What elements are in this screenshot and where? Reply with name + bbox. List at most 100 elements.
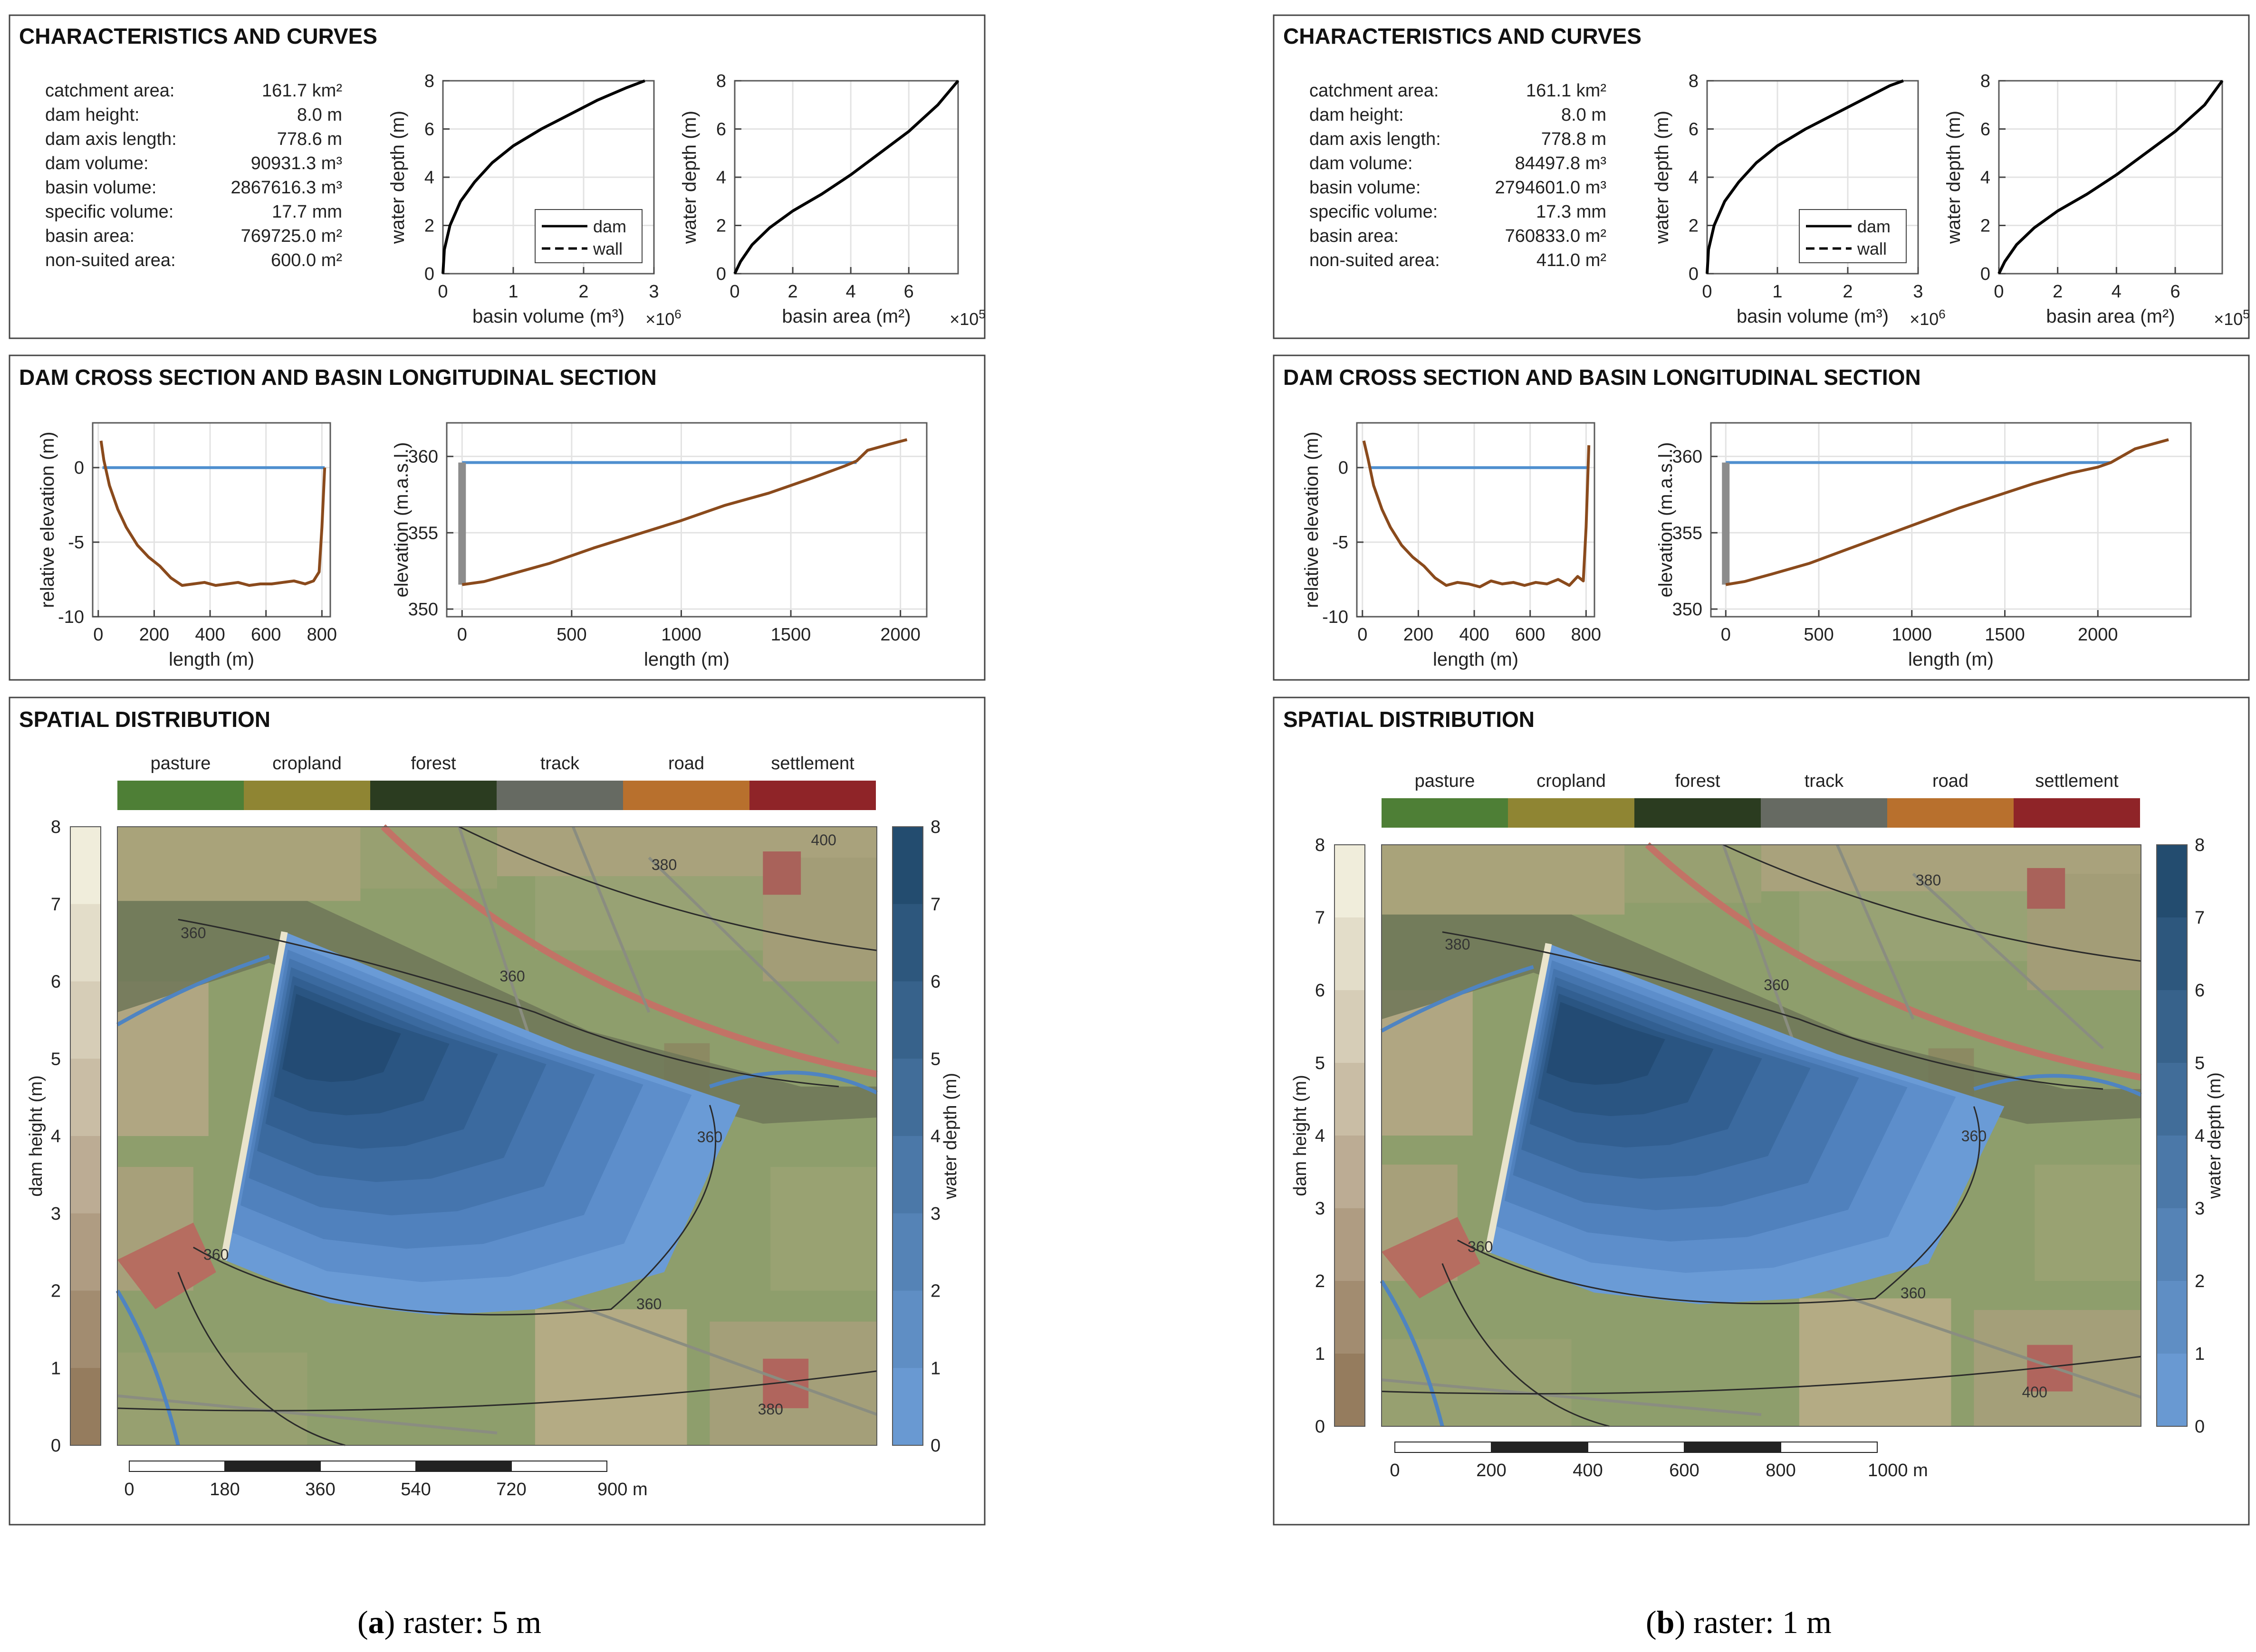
series-dam [442,79,645,274]
contour-label: 380 [1916,872,1941,889]
y-tick-label: 2 [716,216,726,236]
colorbar-dam-tick: 2 [51,1281,61,1301]
landuse-swatch-forest [370,781,497,810]
x-tick-label: 800 [1571,625,1601,645]
x-tick-label: 500 [557,625,586,645]
caption-b: (b) raster: 1 m [1646,1604,1832,1640]
stat-value: 778.6 m [277,129,342,149]
colorbar-dam-step [1334,917,1365,991]
colorbar-dam-tick: 8 [1315,835,1325,855]
plot-a-0 [442,79,655,275]
y-tick-label: 8 [1980,71,1990,91]
contour-label: 360 [203,1246,229,1263]
colorbar-depth-tick: 6 [2195,981,2205,1001]
road-line [1645,842,2142,1081]
y-tick-label: 6 [1980,120,1990,140]
contour-line [1457,1106,1981,1305]
scalebar-segment [129,1461,225,1472]
landuse-label: road [668,754,704,773]
x-tick-label: 2 [1843,282,1853,302]
scalebar-segment [1780,1442,1878,1453]
colorbar-depth-tick: 2 [931,1281,941,1301]
stat-value: 8.0 m [297,105,342,125]
section-title: SPATIAL DISTRIBUTION [1283,707,1535,732]
y-tick-label: 350 [1672,600,1702,620]
colorbar-dam-label: dam height (m) [1290,1075,1310,1196]
colorbar-depth-tick: 2 [2195,1271,2205,1291]
y-tick-label: 2 [424,216,434,236]
x-tick-label: 600 [251,625,281,645]
stat-value: 411.0 m² [1536,250,1606,270]
colorbar-depth-step [893,1290,923,1369]
colorbar-depth-tick: 5 [2195,1053,2205,1073]
colorbar-dam-tick: 6 [1315,981,1325,1001]
colorbar-dam-tick: 2 [1315,1271,1325,1291]
landuse-swatch-cropland [1508,798,1634,828]
colorbar-depth-frame [892,826,923,1446]
contour-line [1442,931,2103,1090]
scalebar-label: 0 [1390,1461,1400,1480]
caption-a: (a) raster: 5 m [357,1604,542,1640]
y-axis-label: relative elevation (m) [1301,431,1322,608]
water-depth-zone [282,993,401,1082]
road-line [381,824,878,1078]
colorbar-depth-step [893,904,923,982]
landuse-label: settlement [771,754,854,773]
section-title: CHARACTERISTICS AND CURVES [19,24,377,48]
y-tick-label: 0 [1689,264,1699,284]
colorbar-dam-tick: 6 [51,972,61,992]
colorbar-dam-step [1334,845,1365,918]
x-tick-label: 0 [730,282,739,302]
stat-label: basin area: [1309,226,1399,246]
contour-line [178,918,839,1088]
x-multiplier: ×105 [2214,307,2250,329]
landuse-label: forest [1675,771,1720,791]
y-axis-label: water depth (m) [679,111,700,244]
x-tick-label: 0 [1721,625,1731,645]
colorbar-dam-tick: 5 [51,1049,61,1069]
colorbar-depth-tick: 0 [931,1436,941,1456]
settlement-area [117,1222,216,1309]
scalebar-segment [1684,1442,1781,1453]
colorbar-depth-tick: 4 [931,1127,941,1146]
stat-value: 769725.0 m² [241,226,342,246]
y-axis-label: water depth (m) [387,111,408,244]
plot-b-2 [1356,422,1595,618]
legend-label: wall [1857,239,1887,258]
y-tick-label: 4 [424,168,434,188]
track-line [117,1394,498,1434]
stat-label: catchment area: [45,81,174,101]
scalebar-label: 0 [124,1480,134,1499]
y-tick-label: -5 [1332,533,1348,553]
landuse-label: cropland [1536,771,1606,791]
settlement-area [763,851,801,895]
landuse-swatch-road [1887,798,2014,828]
series-dam [733,80,960,275]
legend-box [1799,209,1907,263]
landuse-swatch-settlement [2014,798,2140,828]
contour-label: 400 [2022,1384,2047,1401]
series-terrain [99,440,326,587]
colorbar-dam-step [1334,1136,1365,1209]
frame-characteristics-b [1273,14,2250,339]
settlement-area [1382,1217,1480,1299]
scalebar-segment [1394,1442,1492,1453]
stat-label: basin area: [45,226,134,246]
stat-label: dam height: [1309,105,1404,125]
x-tick-label: 1000 [1892,625,1932,645]
frame-spatial-b [1273,697,2250,1526]
scalebar-segment [511,1461,607,1472]
colorbar-depth-step [2157,917,2187,991]
landuse-patch [1624,845,1761,903]
colorbar-depth-tick: 7 [2195,908,2205,928]
colorbar-dam-tick: 4 [51,1127,61,1146]
contour-label: 380 [1445,936,1470,953]
figure-canvas: CHARACTERISTICS AND CURVES DAM CROSS SECT… [9,14,2250,1526]
stat-value: 90931.3 m³ [251,153,342,173]
x-axis-label: length (m) [1433,649,1518,670]
track-line [1381,1378,1762,1416]
scalebar-label: 600 [1669,1461,1699,1480]
y-tick-label: 355 [1672,523,1702,543]
y-tick-label: 8 [424,71,434,91]
colorbar-depth-tick: 1 [2195,1344,2205,1364]
